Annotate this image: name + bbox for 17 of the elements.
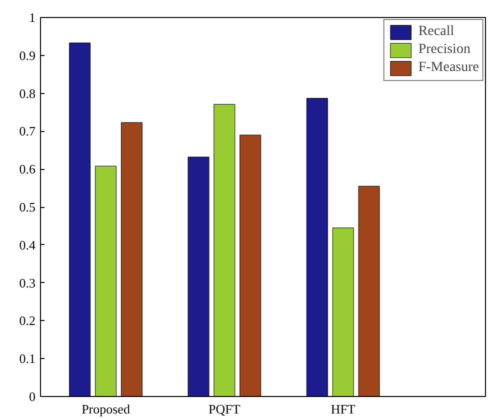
y-tick-label: 1 [29,10,36,25]
y-tick-label: 0.2 [19,313,36,328]
y-tick-label: 0 [29,389,36,404]
legend-label: Recall [418,24,454,40]
x-tick-label: Proposed [82,402,130,416]
y-tick-label: 0.9 [19,48,36,63]
x-tick-label: HFT [330,402,356,416]
y-tick-label: 0.3 [19,275,36,290]
y-tick-label: 0.4 [19,237,36,252]
y-tick-label: 0.8 [19,86,36,101]
legend-label: Precision [418,42,470,58]
y-tick-label: 0.6 [19,162,36,177]
y-tick-label: 0.1 [19,351,36,366]
legend-label: F-Measure [418,60,479,76]
y-tick-label: 0.7 [19,124,36,139]
y-tick-label: 0.5 [19,200,36,214]
x-tick-label: PQFT [208,402,240,416]
